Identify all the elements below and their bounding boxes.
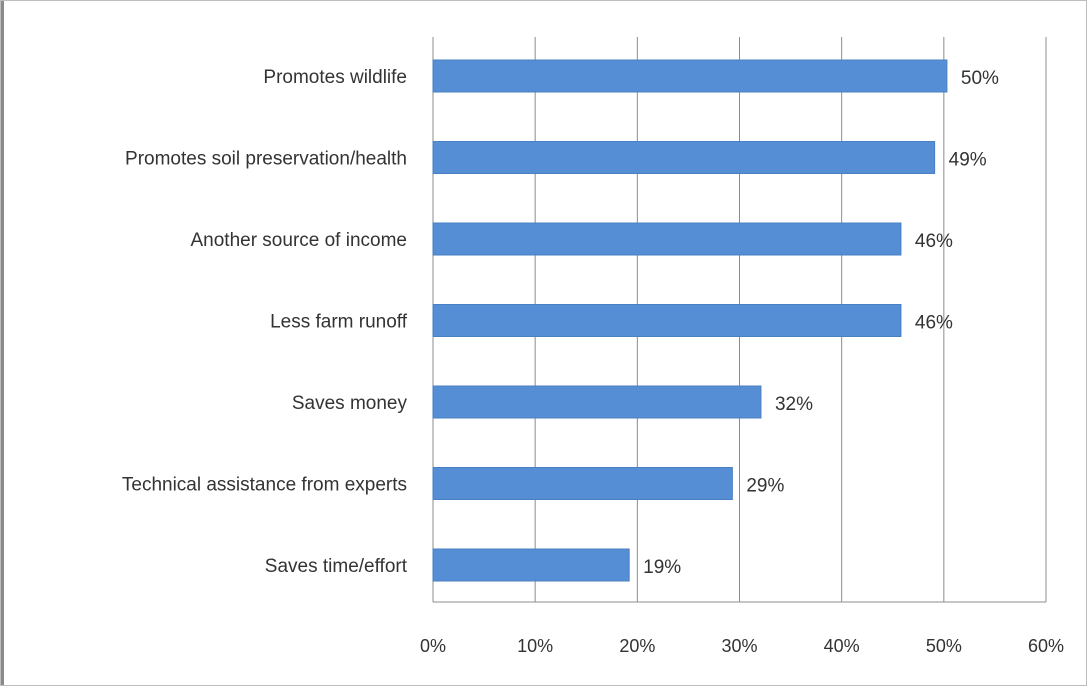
x-tick-label: 60% xyxy=(1028,636,1064,656)
data-label: 46% xyxy=(915,231,953,252)
category-label: Saves money xyxy=(292,393,408,414)
bar xyxy=(432,467,733,500)
bar xyxy=(432,304,902,337)
category-label: Another source of income xyxy=(190,230,407,251)
bar xyxy=(432,222,902,256)
category-label: Technical assistance from experts xyxy=(122,475,407,496)
x-tick-label: 40% xyxy=(824,636,860,656)
bar xyxy=(432,59,948,93)
data-label: 32% xyxy=(775,394,813,415)
category-label: Promotes soil preservation/health xyxy=(125,149,407,170)
category-label: Less farm runoff xyxy=(270,312,408,333)
x-tick-label: 30% xyxy=(721,636,757,656)
x-tick-label: 0% xyxy=(420,636,446,656)
data-label: 50% xyxy=(961,68,999,89)
category-label: Promotes wildlife xyxy=(263,67,407,88)
data-label: 29% xyxy=(746,476,784,497)
data-label: 19% xyxy=(643,557,681,578)
bar xyxy=(432,385,762,419)
x-tick-label: 20% xyxy=(619,636,655,656)
data-label: 46% xyxy=(915,313,953,334)
category-label: Saves time/effort xyxy=(265,556,408,577)
bar xyxy=(432,141,936,174)
bar xyxy=(432,548,630,582)
x-tick-label: 10% xyxy=(517,636,553,656)
data-label: 49% xyxy=(949,150,987,171)
x-tick-label: 50% xyxy=(926,636,962,656)
